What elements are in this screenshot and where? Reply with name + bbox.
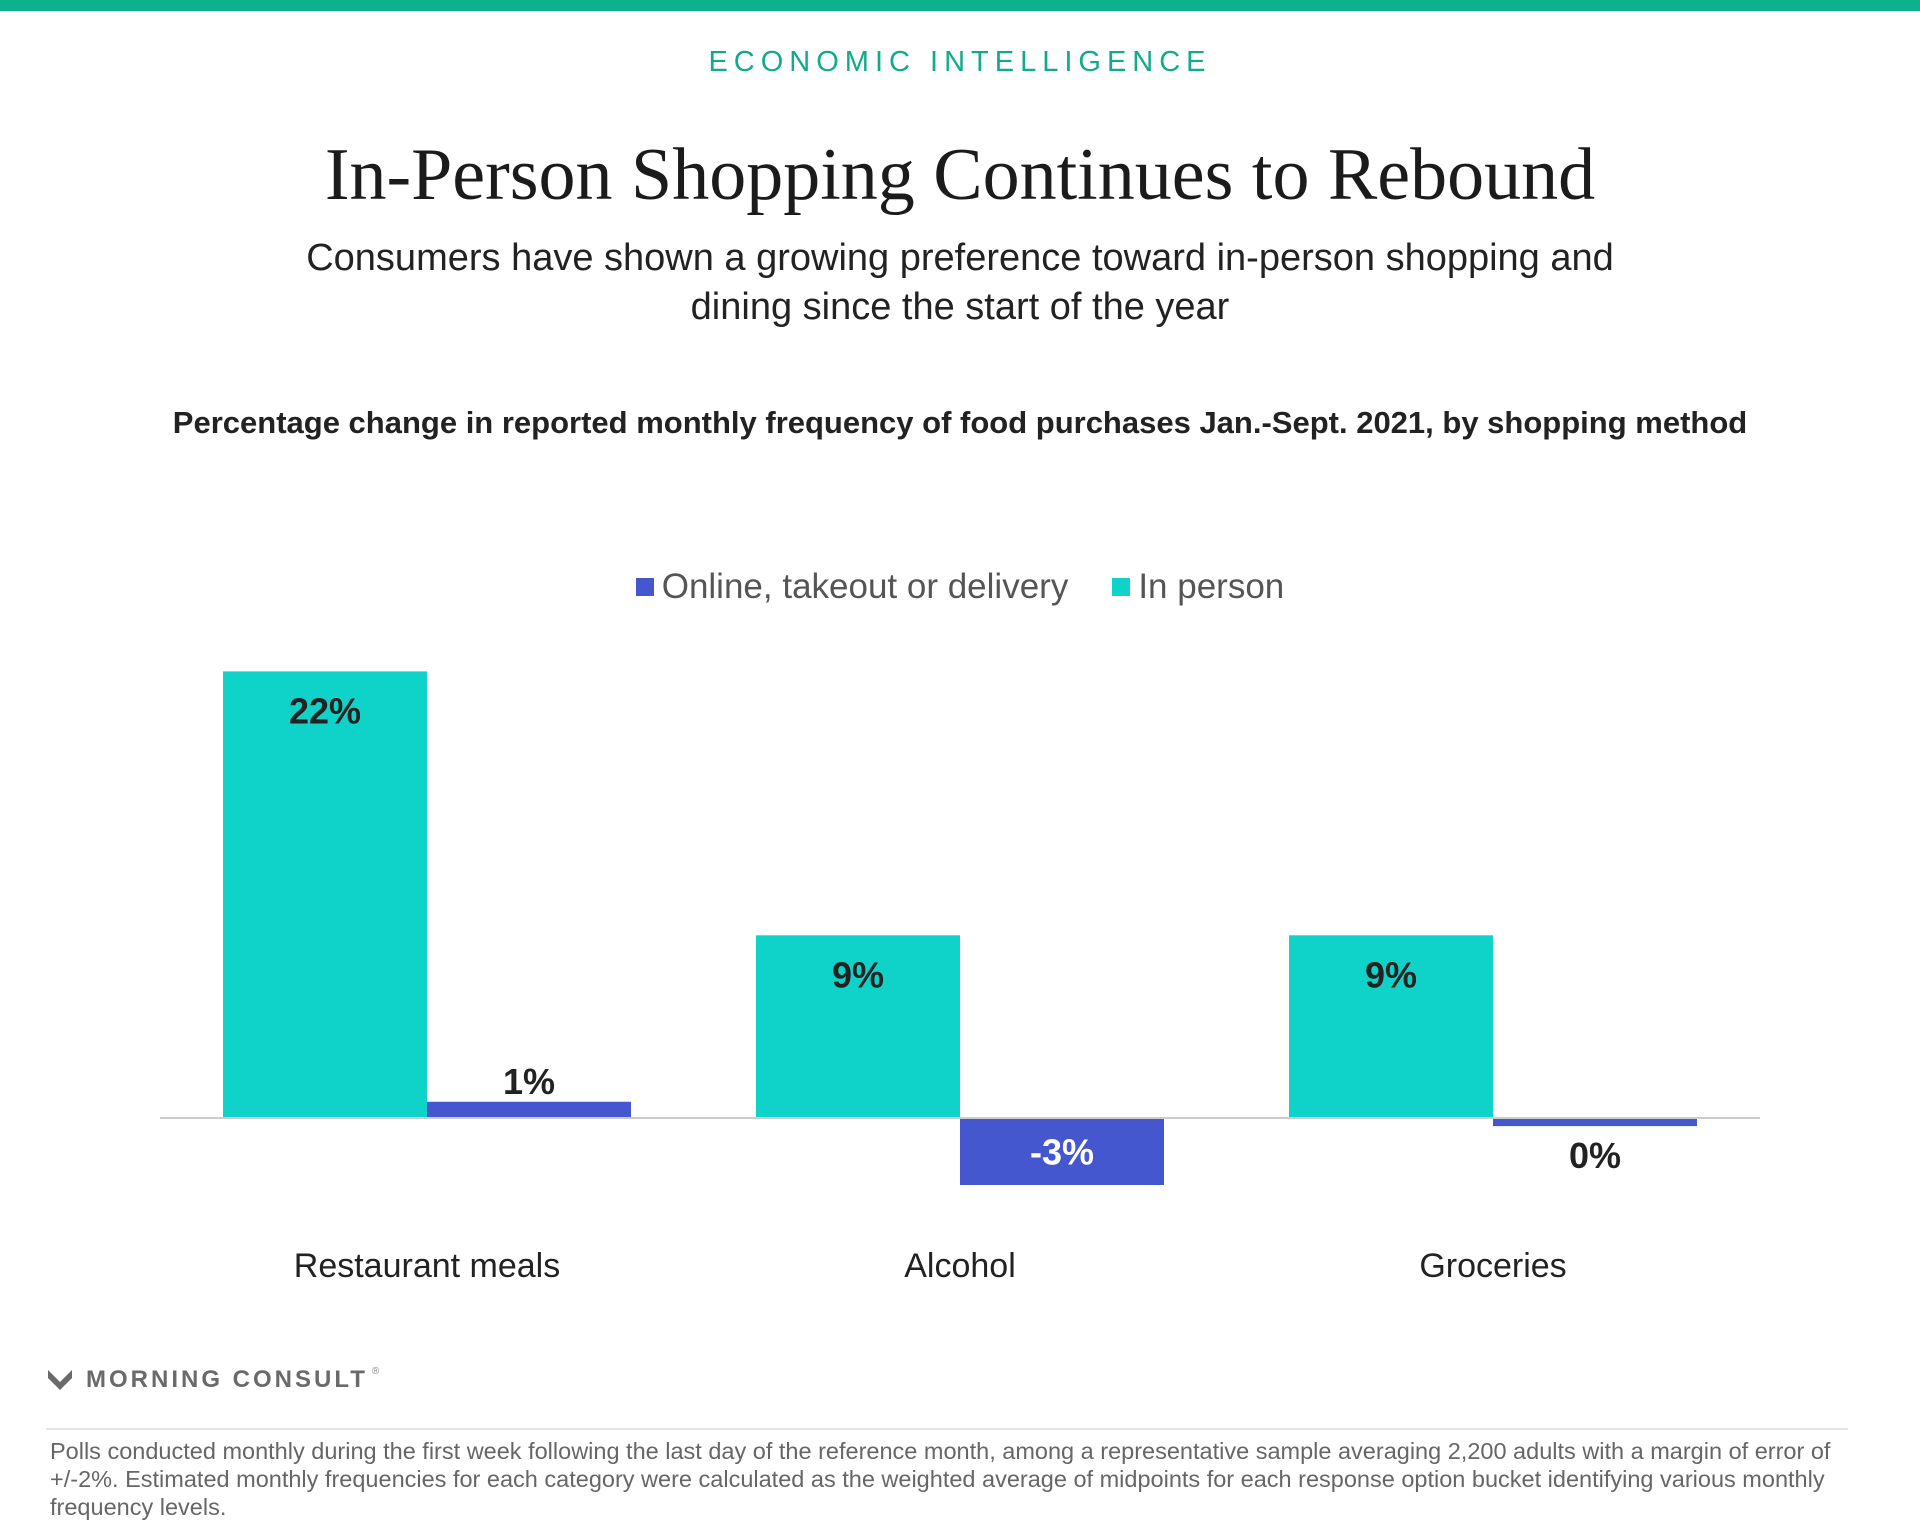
- bar-in-person: [223, 671, 427, 1118]
- chart-legend: Online, takeout or delivery In person: [0, 567, 1920, 607]
- bar-online: [960, 1118, 1164, 1185]
- footnote: Polls conducted monthly during the first…: [50, 1438, 1831, 1520]
- data-label-online: 1%: [503, 1061, 555, 1102]
- morning-consult-logo-icon: [48, 1370, 72, 1390]
- legend-item-in-person: In person: [1112, 567, 1284, 607]
- data-label-online: -3%: [1030, 1131, 1094, 1172]
- category-label: Groceries: [1419, 1247, 1566, 1285]
- category-label: Restaurant meals: [294, 1247, 560, 1285]
- chart-title: Percentage change in reported monthly fr…: [172, 405, 1748, 440]
- legend-label-in-person: In person: [1138, 567, 1285, 606]
- data-label-in-person: 9%: [832, 954, 884, 995]
- section-kicker: ECONOMIC INTELLIGENCE: [708, 46, 1212, 78]
- legend-item-online: Online, takeout or delivery: [635, 567, 1069, 607]
- data-label-online: 0%: [1569, 1135, 1621, 1176]
- page-title: In-Person Shopping Continues to Rebound: [324, 134, 1596, 216]
- legend-swatch-in-person: [1112, 578, 1131, 596]
- bar-in-person: [756, 935, 960, 1118]
- page-subtitle: Consumers have shown a growing preferenc…: [306, 237, 1614, 328]
- category-label: Alcohol: [904, 1247, 1016, 1285]
- bar-online: [1493, 1118, 1697, 1127]
- footer-divider: [46, 1428, 1848, 1430]
- bar-online: [427, 1101, 631, 1118]
- data-label-in-person: 22%: [289, 690, 361, 731]
- legend-swatch-online: [635, 578, 654, 596]
- brand-name: MORNING CONSULT: [86, 1366, 368, 1393]
- top-accent-bar: [0, 0, 1920, 11]
- bar-in-person: [1289, 935, 1493, 1118]
- legend-label-online: Online, takeout or delivery: [661, 567, 1069, 606]
- brand-logo: MORNING CONSULT ®: [46, 1366, 379, 1394]
- bar-chart: 22% 1% Restaurant meals 9% -3% Alcohol 9% 0% Gro…: [160, 671, 1760, 1285]
- brand-registered-mark: ®: [371, 1366, 380, 1377]
- data-label-in-person: 9%: [1365, 954, 1417, 995]
